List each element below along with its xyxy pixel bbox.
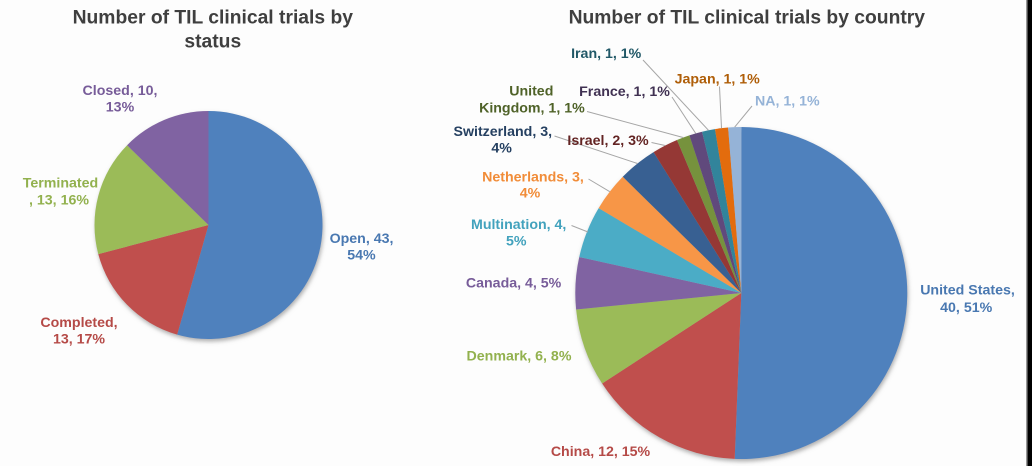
svg-text:40, 51%: 40, 51%	[940, 300, 992, 316]
svg-text:Multination, 4,: Multination, 4,	[471, 217, 566, 233]
svg-text:Open, 43,: Open, 43,	[330, 231, 394, 247]
svg-text:Terminated: Terminated	[23, 176, 98, 192]
svg-text:Netherlands, 3,: Netherlands, 3,	[482, 170, 584, 186]
svg-text:Completed,: Completed,	[40, 315, 117, 331]
svg-text:4%: 4%	[520, 186, 541, 202]
svg-text:5%: 5%	[506, 234, 527, 250]
svg-text:Iran, 1, 1%: Iran, 1, 1%	[571, 46, 642, 62]
svg-text:United States,: United States,	[920, 283, 1015, 299]
svg-text:13%: 13%	[106, 99, 135, 115]
svg-text:Switzerland, 3,: Switzerland, 3,	[454, 124, 553, 140]
svg-text:China, 12, 15%: China, 12, 15%	[551, 444, 651, 460]
svg-text:NA, 1, 1%: NA, 1, 1%	[755, 93, 820, 109]
svg-text:Number of TIL clinical trials: Number of TIL clinical trials by country	[569, 7, 926, 28]
svg-text:Canada, 4, 5%: Canada, 4, 5%	[466, 276, 562, 292]
svg-text:Japan, 1, 1%: Japan, 1, 1%	[675, 72, 761, 88]
svg-text:Number of TIL clinical trials: Number of TIL clinical trials by	[73, 7, 354, 28]
svg-text:United: United	[509, 84, 553, 100]
svg-text:Israel, 2, 3%: Israel, 2, 3%	[567, 133, 649, 149]
svg-text:, 13, 16%: , 13, 16%	[29, 192, 89, 208]
svg-text:13, 17%: 13, 17%	[53, 331, 105, 347]
svg-text:4%: 4%	[491, 141, 512, 157]
svg-text:Denmark, 6, 8%: Denmark, 6, 8%	[467, 349, 572, 365]
svg-text:France, 1, 1%: France, 1, 1%	[579, 84, 670, 100]
svg-text:54%: 54%	[347, 247, 376, 263]
svg-text:status: status	[184, 31, 241, 52]
svg-text:Kingdom, 1, 1%: Kingdom, 1, 1%	[479, 100, 585, 116]
svg-text:Closed, 10,: Closed, 10,	[83, 83, 158, 99]
